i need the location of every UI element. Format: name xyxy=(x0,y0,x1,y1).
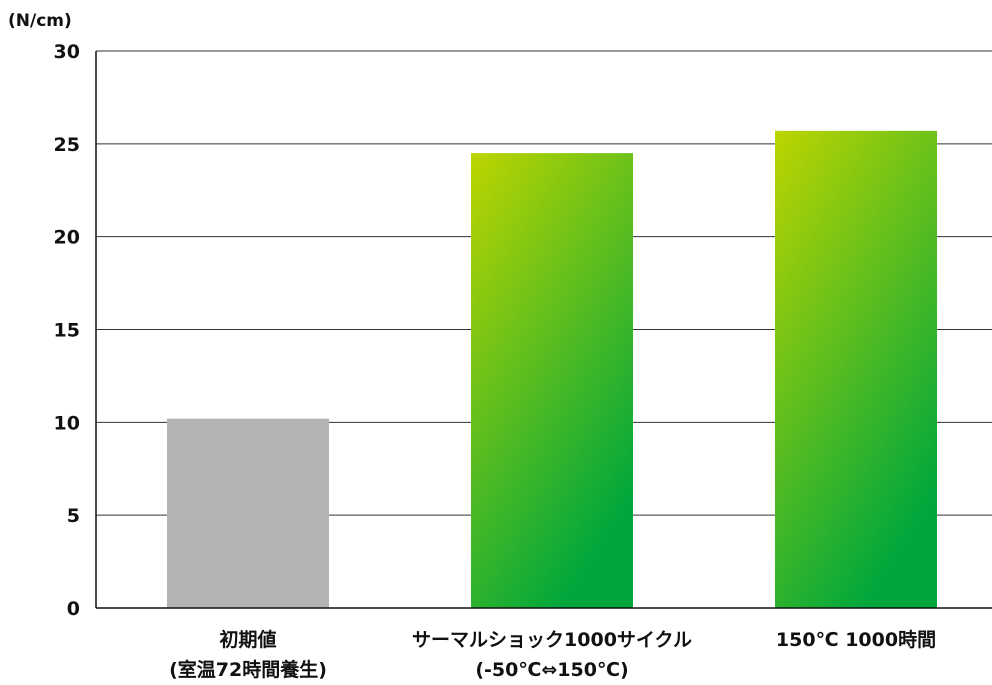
bars xyxy=(167,131,937,608)
bar-1 xyxy=(167,419,329,608)
x-category-label: 初期値 xyxy=(219,628,276,651)
x-category-sublabel: (室温72時間養生) xyxy=(169,658,327,681)
y-tick-label: 25 xyxy=(54,134,80,156)
x-category-sublabel: (-50℃⇔150℃) xyxy=(475,659,628,681)
x-category-label: 150℃ 1000時間 xyxy=(776,629,936,651)
y-tick-label: 15 xyxy=(54,320,80,342)
y-tick-label: 5 xyxy=(67,505,80,527)
bar-2 xyxy=(471,153,633,608)
x-axis-category-labels: 初期値 (室温72時間養生) サーマルショック1000サイクル (-50℃⇔150℃)… xyxy=(169,628,936,681)
bar-3 xyxy=(775,131,937,608)
y-axis-unit-label: (N/cm) xyxy=(8,11,72,31)
y-tick-label: 20 xyxy=(54,227,80,249)
y-axis-ticks: 0 5 10 15 20 25 30 xyxy=(54,41,80,620)
y-tick-label: 30 xyxy=(54,41,80,63)
y-tick-label: 0 xyxy=(67,598,80,620)
y-tick-label: 10 xyxy=(54,412,80,434)
x-category-label: サーマルショック1000サイクル xyxy=(412,629,692,651)
